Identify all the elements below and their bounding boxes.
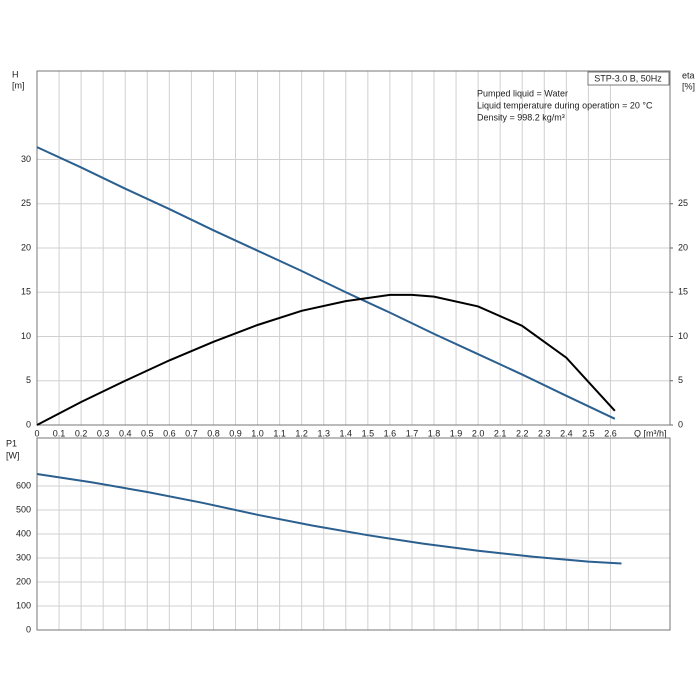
x-tick-label: 0.4 bbox=[119, 428, 132, 438]
y-tick-label: 0 bbox=[26, 419, 31, 429]
y-unit: [m] bbox=[12, 80, 25, 90]
y-tick-label: 15 bbox=[21, 287, 31, 297]
y-tick-label: 400 bbox=[16, 528, 31, 538]
x-tick-label: 1.8 bbox=[428, 428, 441, 438]
curve bbox=[36, 473, 622, 565]
y-tick-label: 500 bbox=[16, 504, 31, 514]
y2-label: eta bbox=[682, 70, 695, 80]
x-tick-label: 2.5 bbox=[582, 428, 595, 438]
x-tick-label: 2.6 bbox=[604, 428, 617, 438]
x-label: Q [m³/h] bbox=[634, 428, 667, 438]
y-tick-label: 20 bbox=[21, 242, 31, 252]
x-tick-label: 1.9 bbox=[450, 428, 463, 438]
plot-frame bbox=[36, 70, 671, 426]
y2-tick-label: 20 bbox=[678, 242, 688, 252]
x-tick-label: 2.4 bbox=[560, 428, 573, 438]
x-tick-label: 1.2 bbox=[295, 428, 308, 438]
y-label: P1 bbox=[6, 438, 17, 448]
x-tick-label: 2.2 bbox=[516, 428, 529, 438]
x-tick-label: 0.7 bbox=[185, 428, 198, 438]
x-tick-label: 0.8 bbox=[207, 428, 220, 438]
x-tick-label: 1.4 bbox=[340, 428, 353, 438]
x-tick-label: 0.5 bbox=[141, 428, 154, 438]
curve bbox=[36, 293, 616, 426]
note: Pumped liquid = Water bbox=[477, 88, 568, 98]
y-tick-label: 0 bbox=[26, 624, 31, 634]
y-tick-label: 200 bbox=[16, 576, 31, 586]
x-tick-label: 0.1 bbox=[53, 428, 66, 438]
y2-tick-label: 5 bbox=[678, 375, 683, 385]
y2-tick-label: 10 bbox=[678, 331, 688, 341]
x-tick-label: 1.0 bbox=[251, 428, 264, 438]
x-tick-label: 1.5 bbox=[362, 428, 375, 438]
x-tick-label: 1.6 bbox=[384, 428, 397, 438]
note: Density = 998.2 kg/m³ bbox=[477, 112, 565, 122]
y-tick-label: 30 bbox=[21, 154, 31, 164]
x-tick-label: 2.3 bbox=[538, 428, 551, 438]
x-tick-label: 0 bbox=[34, 428, 39, 438]
y2-tick-label: 0 bbox=[678, 419, 683, 429]
y-unit: [W] bbox=[6, 450, 20, 460]
y-label: H bbox=[12, 69, 19, 79]
y2-unit: [%] bbox=[682, 81, 695, 91]
x-tick-label: 1.1 bbox=[273, 428, 286, 438]
x-tick-label: 0.9 bbox=[229, 428, 242, 438]
box-label: STP-3.0 B, 50Hz bbox=[594, 73, 662, 83]
plot-frame bbox=[36, 437, 671, 631]
note: Liquid temperature during operation = 20… bbox=[477, 100, 653, 110]
y-tick-label: 10 bbox=[21, 331, 31, 341]
x-tick-label: 2.0 bbox=[472, 428, 485, 438]
x-tick-label: 1.3 bbox=[317, 428, 330, 438]
y-tick-label: 300 bbox=[16, 552, 31, 562]
y-tick-label: 100 bbox=[16, 600, 31, 610]
x-tick-label: 1.7 bbox=[406, 428, 419, 438]
label-box bbox=[587, 71, 670, 86]
y-tick-label: 600 bbox=[16, 480, 31, 490]
y-tick-label: 5 bbox=[26, 375, 31, 385]
curve bbox=[36, 146, 616, 420]
x-tick-label: 0.2 bbox=[75, 428, 88, 438]
x-tick-label: 0.6 bbox=[163, 428, 176, 438]
x-tick-label: 2.1 bbox=[494, 428, 507, 438]
y2-tick-label: 25 bbox=[678, 198, 688, 208]
y2-tick-label: 15 bbox=[678, 287, 688, 297]
x-tick-label: 0.3 bbox=[97, 428, 110, 438]
y-tick-label: 25 bbox=[21, 198, 31, 208]
